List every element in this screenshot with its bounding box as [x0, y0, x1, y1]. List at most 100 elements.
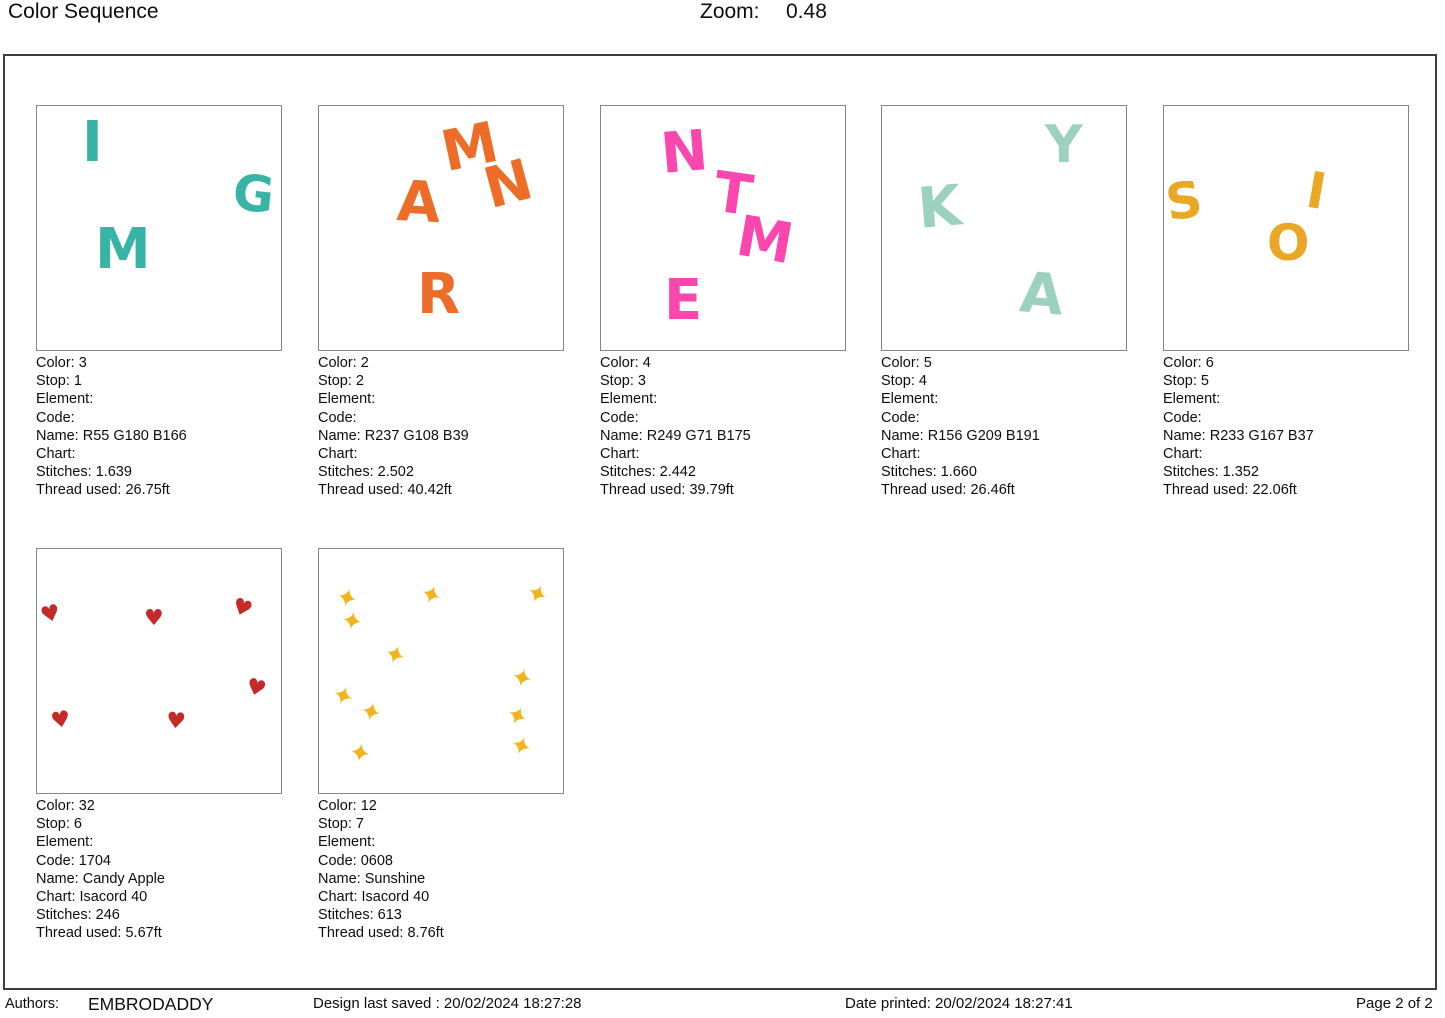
letter-glyph: S: [1163, 169, 1206, 233]
info-stop: Stop: 2: [318, 373, 364, 390]
color-stop-info-6: Color: 32 Stop: 6 Element: Code: 1704 Na…: [36, 797, 282, 943]
star-icon: ✦: [500, 698, 534, 736]
star-icon: ✦: [520, 576, 554, 614]
letter-glyph: M: [731, 203, 799, 278]
report-frame: I G M Color: 3 Stop: 1 Element: Code: Name…: [3, 54, 1437, 990]
info-element: Element:: [318, 391, 376, 408]
heart-icon: ♥: [164, 708, 187, 735]
star-icon: ✦: [346, 737, 374, 771]
zoom-value: 0.48: [786, 0, 827, 23]
star-icon: ✦: [338, 605, 366, 639]
info-element: Element:: [600, 391, 658, 408]
info-name: Name: R249 G71 B175: [600, 427, 751, 444]
letter-glyph: M: [95, 217, 151, 282]
info-code: Code: 1704: [36, 852, 111, 869]
letter-glyph: E: [664, 268, 703, 333]
info-code: Code:: [318, 409, 357, 426]
info-chart: Chart:: [1163, 446, 1203, 463]
star-icon: ✦: [356, 695, 386, 731]
letter-glyph: A: [1017, 260, 1067, 329]
info-color: Color: 5: [881, 355, 932, 371]
heart-icon: ♥: [37, 599, 64, 630]
info-stitches: Stitches: 2.442: [600, 464, 696, 481]
info-element: Element:: [881, 391, 939, 408]
letter-glyph: Y: [1045, 115, 1083, 175]
letter-glyph: G: [230, 163, 277, 225]
star-icon: ✦: [379, 638, 411, 674]
heart-icon: ♥: [144, 606, 164, 631]
info-color: Color: 3: [36, 355, 87, 371]
info-chart: Chart: Isacord 40: [318, 889, 430, 906]
heart-icon: ♥: [228, 593, 256, 624]
star-icon: ✦: [507, 661, 537, 697]
letter-glyph: K: [915, 173, 965, 242]
info-chart: Chart:: [318, 446, 358, 463]
design-preview-box-6: ♥ ♥ ♥ ♥ ♥ ♥: [36, 548, 282, 794]
footer-authors-value: EMBRODADDY: [88, 994, 214, 1014]
letter-glyph: N: [658, 118, 711, 187]
info-code: Code:: [881, 409, 920, 426]
info-code: Code:: [600, 409, 639, 426]
heart-icon: ♥: [243, 673, 269, 704]
info-color: Color: 12: [318, 798, 377, 814]
info-code: Code:: [1163, 409, 1202, 426]
info-stop: Stop: 7: [318, 816, 364, 833]
info-thread: Thread used: 26.75ft: [36, 482, 170, 499]
color-stop-info-1: Color: 3 Stop: 1 Element: Code: Name: R5…: [36, 354, 282, 500]
info-chart: Chart:: [36, 446, 76, 463]
color-stop-info-3: Color: 4 Stop: 3 Element: Code: Name: R2…: [600, 354, 846, 500]
letter-glyph: N: [477, 147, 540, 222]
page-title: Color Sequence: [8, 0, 159, 23]
color-stop-info-2: Color: 2 Stop: 2 Element: Code: Name: R2…: [318, 354, 564, 500]
letter-glyph: I: [82, 110, 103, 175]
info-stitches: Stitches: 1.639: [36, 464, 132, 481]
info-thread: Thread used: 26.46ft: [881, 482, 1015, 499]
info-stop: Stop: 4: [881, 373, 927, 390]
color-stop-block-6: ♥ ♥ ♥ ♥ ♥ ♥ Color: 32 Stop: 6 Element: Code: …: [36, 548, 282, 943]
letter-glyph: A: [395, 168, 443, 237]
info-color: Color: 32: [36, 798, 95, 814]
info-thread: Thread used: 8.76ft: [318, 925, 444, 942]
color-stop-info-4: Color: 5 Stop: 4 Element: Code: Name: R1…: [881, 354, 1127, 500]
info-stitches: Stitches: 1.352: [1163, 464, 1259, 481]
info-color: Color: 2: [318, 355, 369, 371]
info-element: Element:: [36, 391, 94, 408]
info-name: Name: R156 G209 B191: [881, 427, 1040, 444]
color-stop-info-5: Color: 6 Stop: 5 Element: Code: Name: R2…: [1163, 354, 1409, 500]
letter-glyph: R: [417, 262, 461, 327]
star-icon: ✦: [327, 679, 359, 715]
zoom-label: Zoom:: [700, 0, 760, 23]
info-thread: Thread used: 22.06ft: [1163, 482, 1297, 499]
info-chart: Chart: Isacord 40: [36, 889, 148, 906]
footer-date-printed: Date printed: 20/02/2024 18:27:41: [845, 995, 1073, 1012]
info-thread: Thread used: 40.42ft: [318, 482, 452, 499]
info-element: Element:: [36, 834, 94, 851]
footer-authors-label: Authors:: [5, 996, 59, 1012]
color-stop-info-7: Color: 12 Stop: 7 Element: Code: 0608 Na…: [318, 797, 564, 943]
info-stop: Stop: 3: [600, 373, 646, 390]
info-name: Name: R233 G167 B37: [1163, 427, 1314, 444]
info-name: Name: R237 G108 B39: [318, 427, 469, 444]
color-stop-block-1: I G M Color: 3 Stop: 1 Element: Code: Name…: [36, 105, 282, 500]
heart-icon: ♥: [48, 706, 73, 735]
info-stitches: Stitches: 246: [36, 907, 120, 924]
info-stop: Stop: 6: [36, 816, 82, 833]
letter-glyph: O: [1267, 214, 1310, 272]
info-thread: Thread used: 39.79ft: [600, 482, 734, 499]
info-element: Element:: [318, 834, 376, 851]
footer-page-number: Page 2 of 2: [1356, 995, 1433, 1012]
star-icon: ✦: [415, 578, 447, 614]
info-stitches: Stitches: 1.660: [881, 464, 977, 481]
footer-last-saved: Design last saved : 20/02/2024 18:27:28: [313, 995, 582, 1012]
info-stitches: Stitches: 2.502: [318, 464, 414, 481]
info-code: Code: 0608: [318, 852, 393, 869]
info-element: Element:: [1163, 391, 1221, 408]
